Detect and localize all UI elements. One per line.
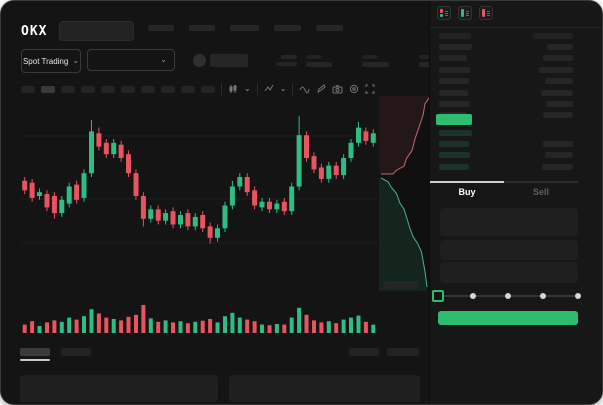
bid-row[interactable]: [439, 141, 573, 148]
slider-stop[interactable]: [540, 293, 546, 299]
okx-logo[interactable]: OKX: [21, 22, 47, 40]
nav-item[interactable]: [189, 25, 215, 31]
orderbook-view-both-icon[interactable]: [437, 6, 451, 20]
slider-stop[interactable]: [575, 293, 581, 299]
bottom-tab[interactable]: [20, 348, 50, 356]
timeframe-button[interactable]: [121, 85, 135, 93]
chart-footer-placeholder: [384, 281, 418, 289]
slider-stop[interactable]: [470, 293, 476, 299]
ask-row[interactable]: [439, 78, 573, 85]
timeframe-button[interactable]: [21, 85, 35, 93]
bottom-action[interactable]: [349, 348, 379, 356]
timeframe-button[interactable]: [201, 85, 215, 93]
total-field[interactable]: [440, 262, 578, 283]
bottom-panel-right: [229, 375, 420, 402]
spot-trading-dropdown[interactable]: Spot Trading ⌄: [21, 49, 81, 73]
nav-item[interactable]: [148, 25, 174, 31]
camera-icon[interactable]: [332, 84, 343, 94]
bottom-panel-left: [20, 375, 218, 402]
last-price-placeholder: [276, 55, 297, 66]
candlestick-chart[interactable]: [21, 101, 377, 291]
chevron-down-icon: ⌄: [72, 56, 80, 65]
orderbook-header-amount: [533, 33, 573, 39]
orderbook-panel: Buy Sell: [429, 1, 602, 404]
slider-handle[interactable]: [432, 290, 444, 302]
pair-selector-dropdown[interactable]: ⌄: [87, 49, 175, 71]
bottom-action[interactable]: [387, 348, 419, 356]
bottom-actions: [349, 348, 419, 356]
orderbook-view-toggles: [437, 6, 493, 20]
active-tab-underline: [20, 359, 50, 361]
spot-trading-label: Spot Trading: [22, 56, 69, 66]
chart-toolbar: ⌄ ⌄: [21, 83, 375, 95]
timeframe-button[interactable]: [181, 85, 195, 93]
slider-stop[interactable]: [505, 293, 511, 299]
timeframe-button[interactable]: [141, 85, 155, 93]
bottom-tab[interactable]: [61, 348, 91, 356]
last-price-badge[interactable]: [436, 114, 472, 125]
chevron-down-icon[interactable]: ⌄: [244, 84, 251, 93]
timeframe-button[interactable]: [81, 85, 95, 93]
buy-button[interactable]: [438, 311, 578, 325]
draw-pencil-icon[interactable]: [316, 84, 327, 94]
pair-name-placeholder: [210, 54, 248, 67]
divider: [430, 27, 602, 28]
ask-row[interactable]: [439, 101, 573, 107]
orderbook-header-price: [439, 33, 471, 39]
timeframe-button[interactable]: [161, 85, 175, 93]
amount-field[interactable]: [440, 240, 578, 260]
indicator-icon[interactable]: [264, 84, 274, 94]
header-nav: [148, 25, 343, 31]
orderbook-view-asks-icon[interactable]: [479, 6, 493, 20]
line-tool-icon[interactable]: [299, 85, 310, 94]
search-input[interactable]: [59, 21, 134, 41]
amount-slider[interactable]: [432, 290, 581, 302]
ask-row[interactable]: [439, 66, 573, 73]
orderbook-view-bids-icon[interactable]: [458, 6, 472, 20]
candle-style-icon[interactable]: [228, 84, 238, 94]
nav-item[interactable]: [274, 25, 301, 31]
bid-row[interactable]: [439, 130, 573, 136]
ticker-stat: [362, 55, 389, 67]
bid-row[interactable]: [439, 152, 573, 159]
bottom-tabs: [20, 348, 91, 356]
bid-row[interactable]: [439, 163, 573, 170]
ask-row[interactable]: [439, 55, 573, 62]
divider: [221, 83, 222, 95]
active-tab-indicator: [430, 181, 504, 183]
depth-chart: [379, 96, 430, 291]
tab-sell[interactable]: Sell: [532, 187, 549, 197]
nav-item[interactable]: [230, 25, 259, 31]
settings-icon[interactable]: [349, 84, 359, 94]
nav-item[interactable]: [316, 25, 343, 31]
price-field[interactable]: [440, 208, 578, 236]
tab-buy[interactable]: Buy: [458, 187, 476, 197]
trade-tabbar-line: [430, 181, 578, 183]
logo-text: OKX: [21, 24, 48, 39]
ask-row[interactable]: [439, 44, 573, 50]
trade-tabs: Buy Sell: [430, 187, 578, 197]
chevron-down-icon: ⌄: [160, 55, 167, 64]
ask-row[interactable]: [439, 89, 573, 96]
timeframe-button[interactable]: [101, 85, 115, 93]
timeframe-button[interactable]: [41, 85, 55, 93]
volume-chart: [22, 305, 376, 333]
chevron-down-icon[interactable]: ⌄: [279, 84, 287, 93]
timeframe-button[interactable]: [61, 85, 75, 93]
divider: [256, 83, 258, 95]
coin-icon: [193, 54, 206, 67]
ticker-stat: [306, 55, 332, 67]
divider: [292, 83, 294, 95]
fullscreen-icon[interactable]: [365, 84, 375, 94]
